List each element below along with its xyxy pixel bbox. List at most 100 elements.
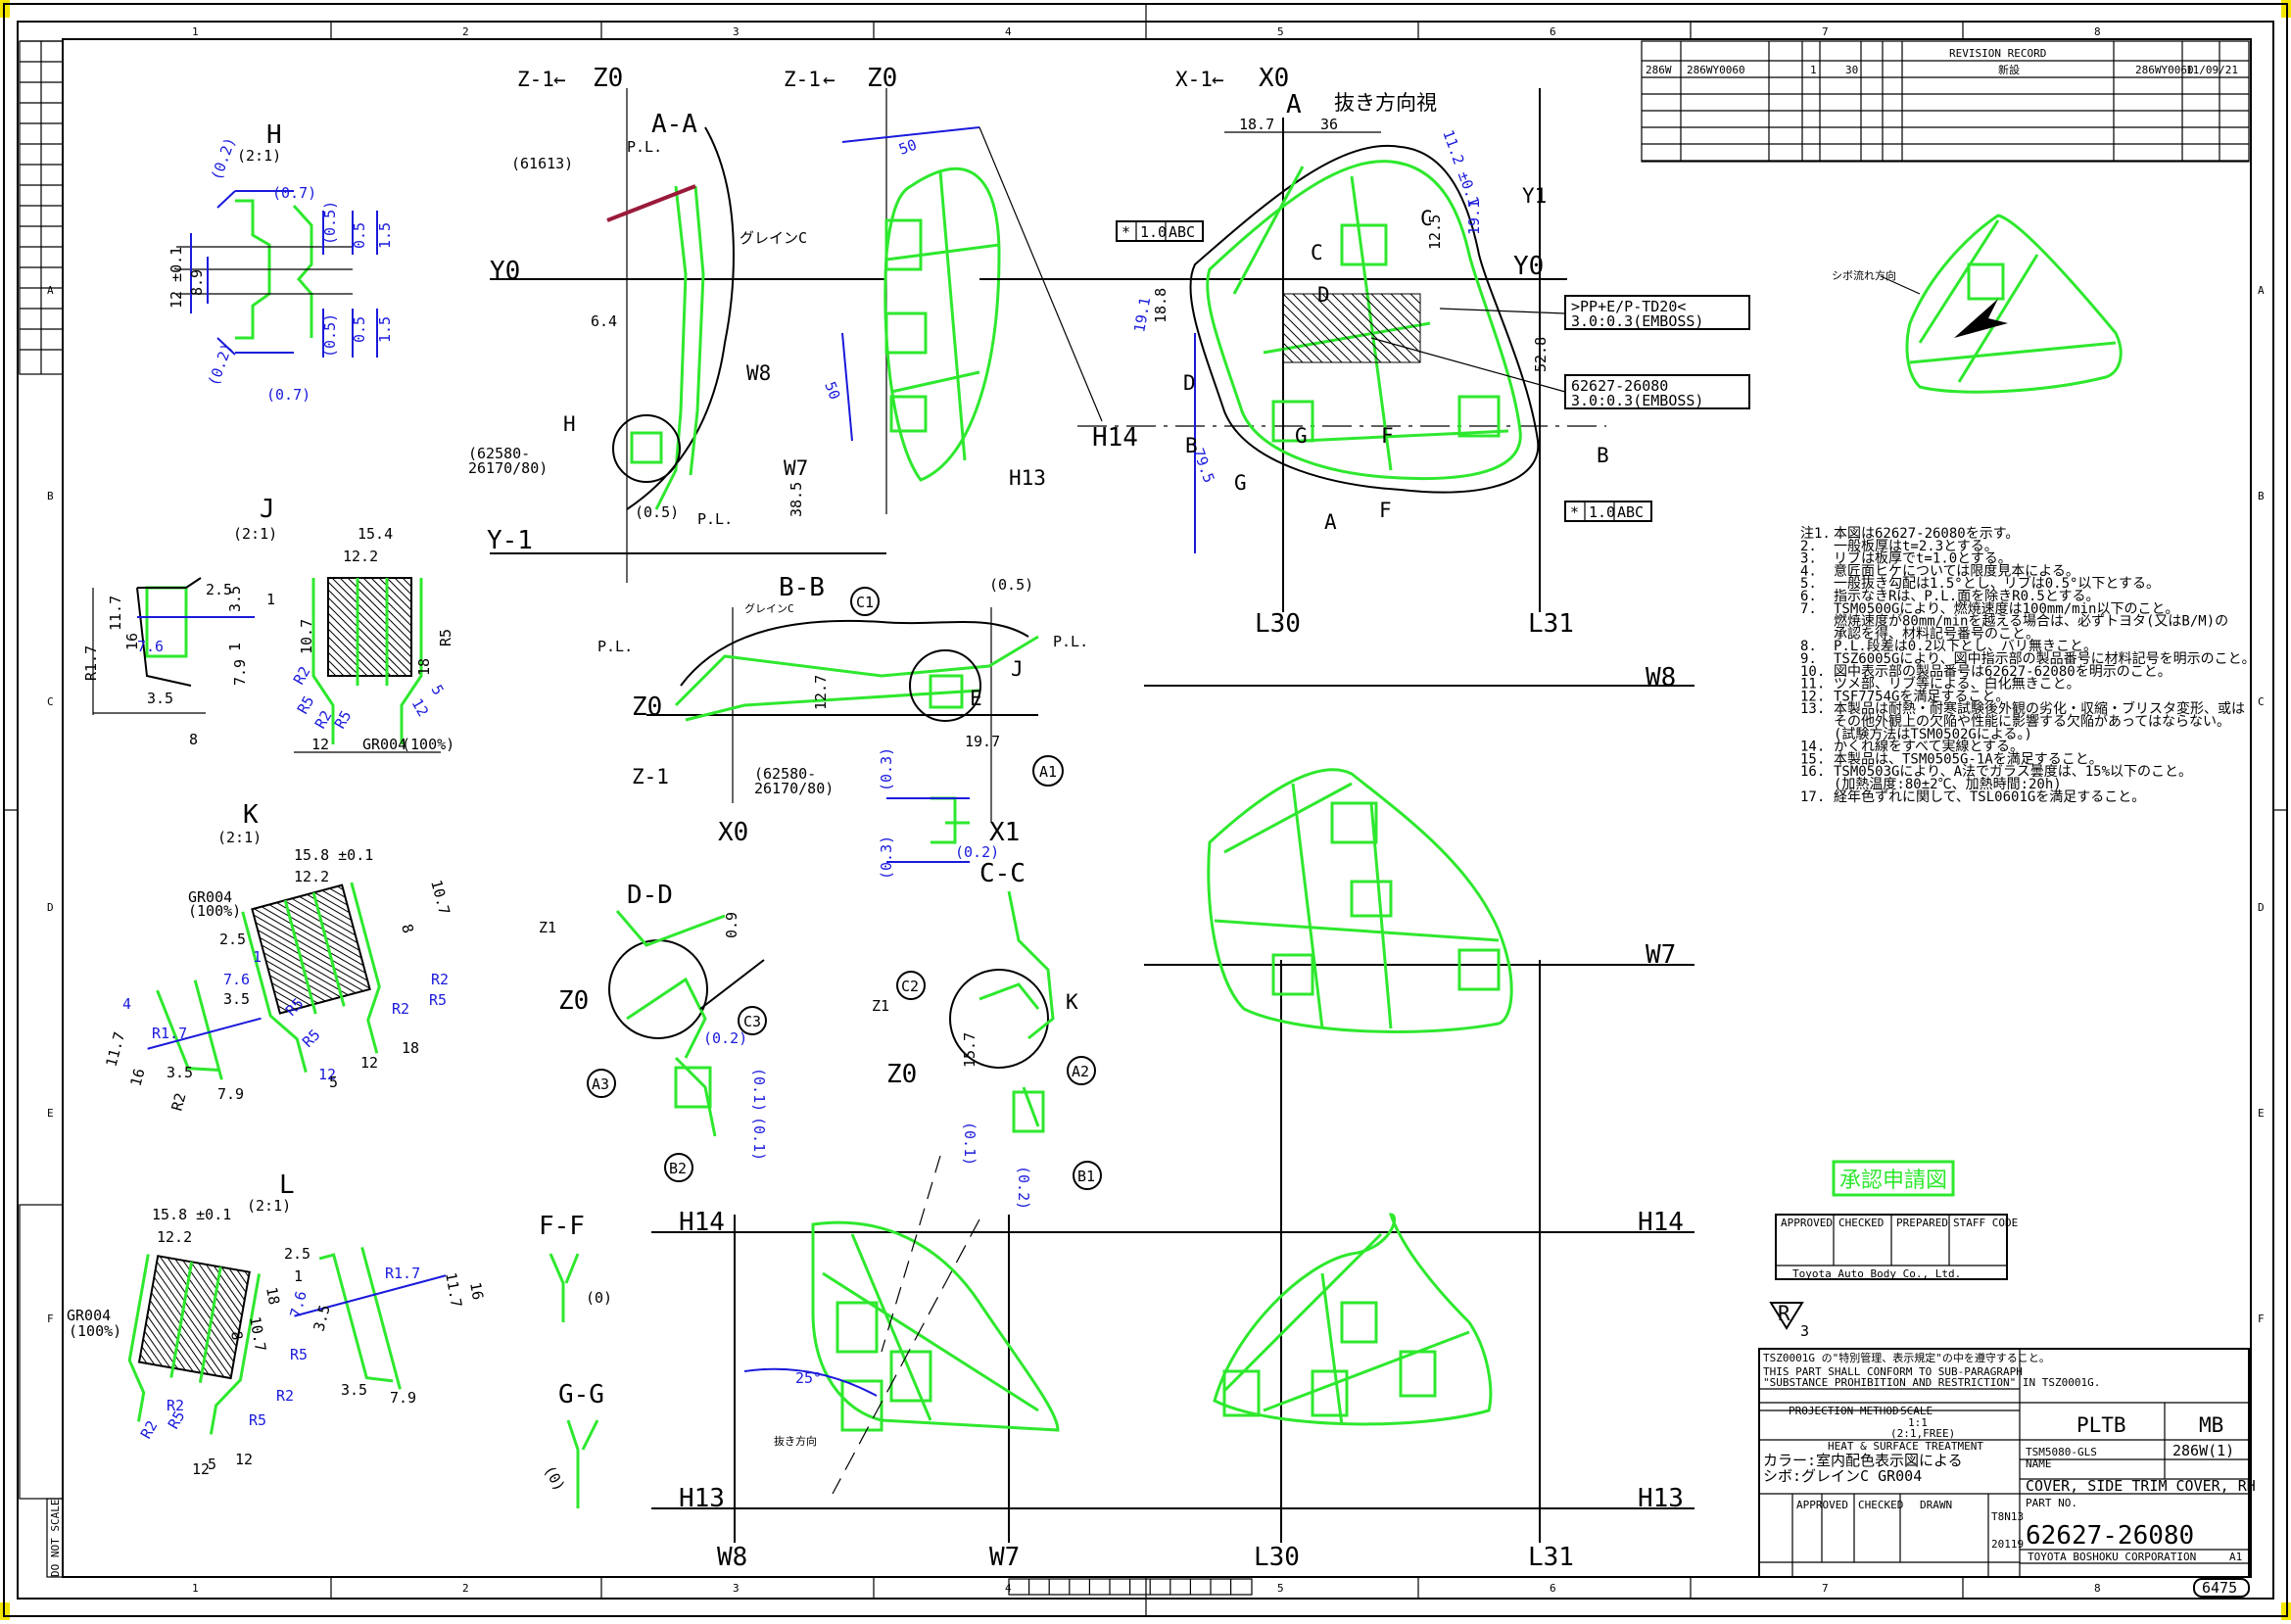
- dim-k-17: R2: [431, 971, 449, 988]
- note-number: 注1.: [1800, 526, 1831, 542]
- section-aa: Z-1 ← Z0 A-A Y0 Y-1 (61613) P.L. グレインC 6…: [468, 64, 886, 583]
- x1-mid: X1: [989, 818, 1020, 847]
- revision-desc: 新設: [1998, 63, 2020, 76]
- revision-header: REVISION RECORD: [1949, 47, 2046, 60]
- svg-text:R: R: [1778, 1302, 1790, 1325]
- zone-letter-left: C: [47, 695, 54, 708]
- revision-ec: 286WY0060: [2135, 64, 2194, 76]
- sec-b2: B: [1597, 444, 1609, 467]
- z1-cc: Z1: [872, 997, 889, 1015]
- dim-main-6: 18.8: [1152, 288, 1169, 323]
- dim-k-25: 8: [398, 922, 417, 934]
- z0-a: Z0: [593, 64, 623, 93]
- dim-k-10: 11.7: [102, 1029, 128, 1069]
- note-text: TSF7754Gを満足すること。: [1834, 689, 2009, 704]
- dim-k-6: 7.6: [223, 971, 250, 988]
- sec-a-top: A: [1286, 90, 1302, 119]
- dim-l-4: 18: [263, 1286, 283, 1307]
- section-ff-title: F-F: [539, 1212, 585, 1241]
- note-text: TSM0503Gにより、A法でガラス曇度は、15%以下のこと。: [1834, 764, 2192, 780]
- w7-bottom: W7: [989, 1543, 1020, 1572]
- j-ref: J: [1011, 657, 1024, 681]
- z0-b: Z0: [867, 64, 897, 93]
- y1-label: Y1: [1522, 184, 1547, 208]
- note-text: 一般板厚はt=2.3とする。: [1834, 539, 1998, 554]
- sec-c: C: [1311, 241, 1323, 264]
- note-text: TSZ6005Gにより、図中指示部の製品番号に材料記号を明示のこと。: [1834, 650, 2256, 667]
- dim-j-11: 7.9: [231, 659, 249, 686]
- tb-part-no: 62627-26080: [2026, 1521, 2194, 1551]
- dim-dd-1: (0.2): [703, 1029, 747, 1047]
- z0-dd: Z0: [558, 986, 589, 1016]
- recycle-mark: R 3: [1769, 1302, 1809, 1340]
- dim-l-19: R2: [167, 1397, 184, 1414]
- sheet-number: 6475: [2193, 1578, 2250, 1598]
- tb-company: TOYOTA BOSHOKU CORPORATION: [2028, 1551, 2196, 1563]
- zone-number-top: 3: [733, 25, 740, 38]
- dim-k-13: 7.9: [217, 1085, 244, 1103]
- do-not-scale-label: DO NOT SCALE: [49, 1500, 62, 1577]
- zone-letter-right: B: [2258, 490, 2265, 502]
- svg-text:1.0: 1.0: [1589, 503, 1615, 521]
- svg-text:3.0:0.3(EMBOSS): 3.0:0.3(EMBOSS): [1571, 392, 1703, 409]
- tb-color: カラー:室内配色表示図による: [1763, 1452, 1963, 1469]
- z-minus-1-b: Z-1: [784, 68, 821, 91]
- datum-box-1: * 1.0 ABC: [1116, 220, 1204, 242]
- tb-size: A1: [2229, 1551, 2242, 1563]
- note-text: その他外観上の欠陥や性能に影響する欠陥があってはならない。: [1834, 713, 2230, 730]
- svg-text:H14: H14: [1638, 1208, 1684, 1237]
- dim-l-22: 12: [235, 1451, 253, 1468]
- dim-l-5: 10.7: [246, 1315, 269, 1354]
- tb-checked: CHECKED: [1858, 1499, 1903, 1511]
- dim-bb-6: (62580-: [754, 765, 816, 783]
- sec-g: G: [1295, 424, 1308, 448]
- zone-letter-right: E: [2258, 1107, 2265, 1120]
- emboss-marking: [1282, 293, 1421, 363]
- note-text: ツメ部、リブ等による、白化無きこと。: [1834, 676, 2080, 693]
- dim-j-15: R5: [437, 629, 454, 646]
- zone-number-bottom: 7: [1822, 1582, 1829, 1595]
- approval-box: APPROVED CHECKED PREPARED STAFF CODE Toy…: [1775, 1214, 2018, 1280]
- dim-j-10: 3.5: [147, 690, 173, 707]
- zone-number-bottom: 3: [733, 1582, 740, 1595]
- note-number: 7.: [1800, 601, 1817, 617]
- zone-letter-left: F: [47, 1313, 54, 1325]
- zone-number-bottom: 6: [1550, 1582, 1556, 1595]
- note-text: 燃焼速度が80mm/minを越える場合は、必ずトヨタ(又はB/M)の: [1834, 613, 2228, 630]
- dim-k-2: GR004: [188, 888, 232, 906]
- zone-number-bottom: 5: [1277, 1582, 1284, 1595]
- x-minus-1: X-1: [1175, 68, 1213, 91]
- view-h-title: H: [266, 120, 282, 150]
- dim-j-20: 12: [408, 695, 433, 720]
- sec-f: F: [1381, 424, 1394, 448]
- view-j-title: J: [260, 495, 275, 524]
- zone-number-bottom: 1: [192, 1582, 199, 1595]
- zone-letter-left: B: [47, 490, 54, 502]
- section-gg: G-G (0): [541, 1380, 604, 1508]
- dim-j-3: 1: [266, 591, 275, 608]
- y0-right: Y0: [1513, 252, 1544, 281]
- tb-standard: TSZ0001G の"特別管理、表示規定"の中を遵守すること。: [1763, 1351, 2050, 1364]
- note-text: 指示なきRは、P.L.面を除きR0.5とする。: [1834, 589, 2099, 604]
- note-number: 14.: [1800, 740, 1825, 755]
- tb-treatment: HEAT & SURFACE TREATMENT: [1828, 1440, 1983, 1453]
- zone-number-top: 4: [1005, 25, 1012, 38]
- dim-h-11: (0.7): [266, 386, 310, 404]
- dim-main-10: 50: [821, 379, 843, 402]
- dim-cc-1: (0.2): [955, 843, 999, 861]
- dim-bb-0: (0.5): [989, 576, 1033, 594]
- svg-text:3: 3: [1800, 1322, 1809, 1340]
- dim-ff-0: (0): [586, 1289, 612, 1307]
- dim-dd-3: (0.1): [750, 1117, 768, 1161]
- dim-j-12: 8: [189, 731, 198, 748]
- dim-k-22: 12: [360, 1054, 378, 1072]
- dim-cc-5: (0.2): [1015, 1166, 1032, 1210]
- dim-h-7: (0.5): [321, 313, 339, 358]
- z-minus-1-a: Z-1: [517, 68, 554, 91]
- tb-model: MB: [2199, 1413, 2223, 1437]
- dim-j-0: 15.4: [358, 525, 393, 543]
- dim-k-4: 2.5: [219, 931, 246, 948]
- draft-angle: 25°: [795, 1369, 822, 1387]
